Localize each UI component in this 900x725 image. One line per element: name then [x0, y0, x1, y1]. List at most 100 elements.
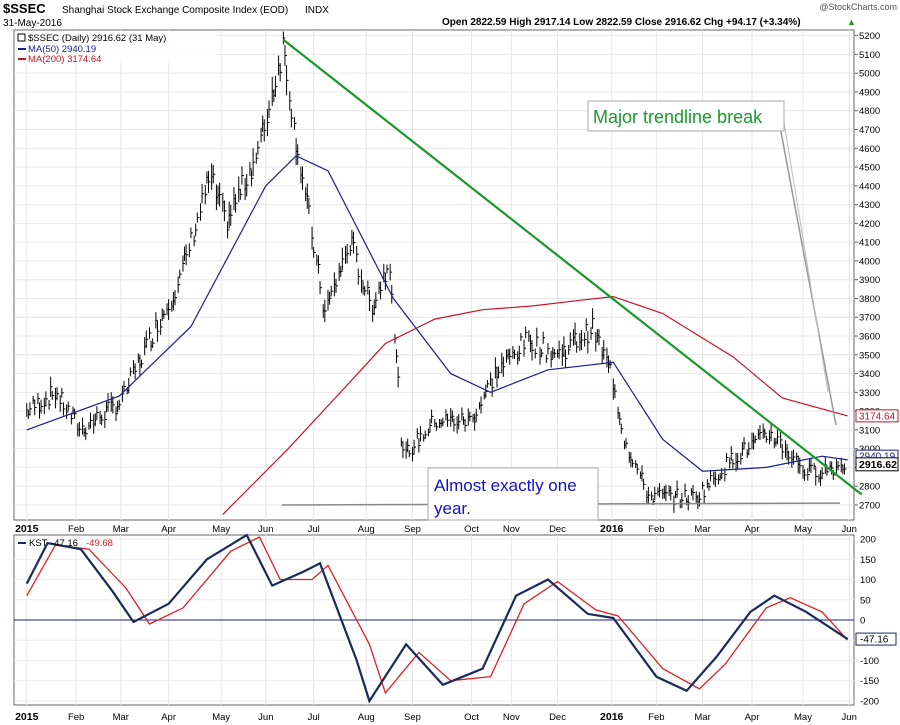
kst-x-tick-label: Apr: [161, 712, 176, 723]
up-arrow-icon: ▲: [847, 17, 856, 27]
kst-x-tick-label: Jun: [842, 712, 857, 723]
price-y-tick-label: 3500: [859, 350, 880, 361]
price-grid: [14, 30, 854, 520]
price-y-tick-label: 4900: [859, 87, 880, 98]
kst-y-tick-label: 200: [860, 535, 876, 546]
kst-x-axis: 2015 Feb Mar Apr May Jun Jul Aug Sep Oct Nov Dec 201…: [15, 711, 857, 723]
kst-y-tick-label: -200: [860, 696, 879, 707]
kst-x-tick-label: Apr: [745, 712, 760, 723]
trendline-break-box: [587, 100, 785, 132]
price-x-tick-label: Oct: [464, 524, 479, 535]
price-x-tick-label: Nov: [503, 524, 520, 535]
price-y-axis: 2700280029003000310032003300340035003600…: [854, 31, 880, 511]
price-y-tick-label: 5200: [859, 31, 880, 42]
close-price-tag-text: 2916.62: [859, 459, 897, 471]
exchange: INDX: [305, 5, 329, 16]
kst-x-tick-label: Feb: [648, 712, 664, 723]
ma200-price-tag: [855, 409, 899, 423]
price-bars: [26, 31, 847, 513]
kst-x-tick-label: Jun: [258, 712, 273, 723]
price-x-tick-label: 2016: [600, 523, 624, 535]
kst-x-tick-label: Jul: [308, 712, 320, 723]
price-y-tick-label: 3400: [859, 369, 880, 380]
kst-y-tick-label: 100: [860, 575, 876, 586]
kst-value1: -47.16: [51, 538, 78, 549]
legend-ma200: MA(200) 3174.64: [28, 54, 101, 65]
legend-ma50: MA(50) 2940.19: [28, 44, 96, 55]
price-x-tick-label: Apr: [745, 524, 760, 535]
price-y-tick-label: 3600: [859, 332, 880, 343]
price-y-tick-label: 3100: [859, 425, 880, 436]
kst-x-tick-label: Mar: [694, 712, 710, 723]
price-x-tick-label: Jul: [308, 524, 320, 535]
kst-x-tick-label: 2016: [600, 711, 624, 723]
price-y-tick-label: 3800: [859, 294, 880, 305]
price-y-tick-label: 2700: [859, 500, 880, 511]
trendline-break-pointer-2: [782, 115, 829, 393]
price-x-tick-label: May: [794, 524, 812, 535]
price-x-tick-label: Aug: [358, 524, 375, 535]
kst-x-tick-label: Feb: [68, 712, 84, 723]
price-y-tick-label: 3700: [859, 313, 880, 324]
price-x-tick-label: Apr: [161, 524, 176, 535]
price-x-tick-label: May: [212, 524, 230, 535]
kst-y-tick-label: -100: [860, 656, 879, 667]
kst-line: [25, 533, 849, 704]
kst-y-tick-label: 0: [860, 616, 865, 627]
kst-x-tick-label: Dec: [549, 712, 566, 723]
ohlc-summary: Open 2822.59 High 2917.14 Low 2822.59 Cl…: [442, 17, 801, 28]
kst-x-tick-label: May: [212, 712, 230, 723]
price-x-tick-label: Jun: [258, 524, 273, 535]
price-y-tick-label: 4300: [859, 200, 880, 211]
kst-y-tick-label: 50: [860, 595, 871, 606]
price-x-tick-label: Mar: [113, 524, 129, 535]
legend-box: [16, 31, 216, 63]
kst-x-tick-label: 2015: [15, 711, 39, 723]
index-name: Shanghai Stock Exchange Composite Index …: [62, 5, 288, 16]
symbol: $SSEC: [3, 1, 46, 16]
trendline: [282, 38, 863, 496]
one-year-label-line1: Almost exactly one: [434, 476, 577, 495]
price-y-tick-label: 5000: [859, 69, 880, 80]
price-x-axis: 2015 Feb Mar Apr May Jun Jul Aug Sep Oct Nov Dec 201…: [15, 523, 857, 535]
price-y-tick-label: 4100: [859, 238, 880, 249]
price-y-tick-label: 2800: [859, 482, 880, 493]
ma50-price-tag-text: 2940.19: [859, 452, 896, 463]
trendline-break-label: Major trendline break: [593, 107, 763, 127]
one-year-label-line2: year.: [434, 499, 471, 518]
price-y-tick-label: 4000: [859, 256, 880, 267]
price-y-tick-label: 4400: [859, 181, 880, 192]
kst-x-tick-label: Nov: [503, 712, 520, 723]
price-y-tick-label: 3300: [859, 388, 880, 399]
price-x-tick-label: Sep: [404, 524, 421, 535]
kst-value-tag: [855, 632, 897, 646]
price-y-tick-label: 4700: [859, 125, 880, 136]
price-x-tick-label: Mar: [694, 524, 710, 535]
price-legend-icon: [17, 33, 26, 42]
kst-label: KST: [29, 538, 48, 549]
kst-value-tag-text: -47.16: [860, 635, 889, 646]
ma200-price-tag-text: 3174.64: [859, 411, 896, 422]
price-x-tick-label: 2015: [15, 523, 39, 535]
price-y-tick-label: 4600: [859, 144, 880, 155]
chart-date: 31-May-2016: [3, 18, 62, 29]
close-price-tag: [855, 457, 899, 472]
price-y-tick-label: 3000: [859, 444, 880, 455]
ma200-line: [222, 295, 848, 515]
one-year-box: [427, 467, 599, 521]
watermark: @StockCharts.com: [819, 2, 897, 12]
kst-x-tick-label: Aug: [358, 712, 375, 723]
kst-x-tick-label: Sep: [404, 712, 421, 723]
price-x-tick-label: Feb: [68, 524, 84, 535]
kst-y-tick-label: -150: [860, 676, 879, 687]
kst-x-tick-label: May: [794, 712, 812, 723]
price-x-tick-label: Feb: [648, 524, 664, 535]
legend-price: $SSEC (Daily) 2916.62 (31 May): [28, 33, 166, 44]
kst-x-tick-label: Mar: [113, 712, 129, 723]
price-y-tick-label: 4200: [859, 219, 880, 230]
kst-y-axis: -200-150-100-50050100150200: [860, 535, 879, 708]
price-y-tick-label: 5100: [859, 50, 880, 61]
kst-x-tick-label: Oct: [464, 712, 479, 723]
